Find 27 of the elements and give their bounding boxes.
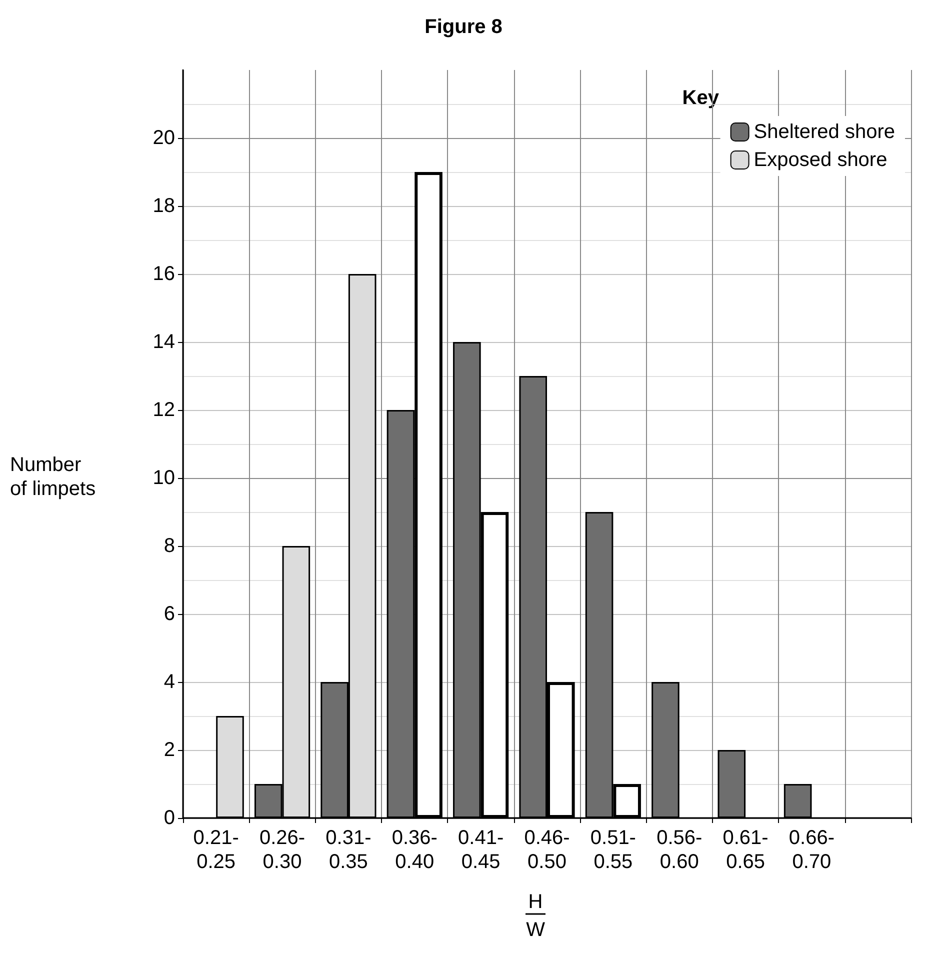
x-tick-label: 0.51- 0.55	[590, 827, 636, 873]
y-tick-label: 10	[152, 467, 175, 489]
x-axis-title: H W	[526, 891, 546, 941]
legend-label: Sheltered shore	[754, 121, 895, 143]
y-tick-label: 6	[164, 603, 175, 625]
x-tick-label: 0.36- 0.40	[392, 827, 438, 873]
chart-title: Figure 8	[424, 16, 502, 38]
y-tick-label: 12	[152, 399, 175, 421]
x-tick-label: 0.46- 0.50	[524, 827, 570, 873]
legend-label: Exposed shore	[754, 149, 888, 171]
y-tick-label: 20	[152, 127, 175, 149]
y-tick-label: 4	[164, 671, 175, 693]
x-tick-label: 0.31- 0.35	[326, 827, 372, 873]
y-tick-label: 18	[152, 195, 175, 217]
x-tick-label: 0.21- 0.25	[193, 827, 239, 873]
legend-title: Key	[682, 87, 720, 109]
y-tick-label: 2	[164, 739, 175, 761]
x-tick-label: 0.56- 0.60	[656, 827, 702, 873]
y-axis-title: Number of limpets	[10, 454, 96, 500]
x-tick-label: 0.61- 0.65	[722, 827, 768, 873]
x-tick-label: 0.41- 0.45	[458, 827, 504, 873]
x-tick-label: 0.66- 0.70	[788, 827, 835, 873]
y-tick-label: 14	[152, 331, 175, 353]
y-tick-label: 16	[152, 263, 175, 285]
x-tick-label: 0.26- 0.30	[259, 827, 306, 873]
y-tick-label: 0	[164, 807, 175, 829]
y-tick-label: 8	[164, 535, 175, 557]
